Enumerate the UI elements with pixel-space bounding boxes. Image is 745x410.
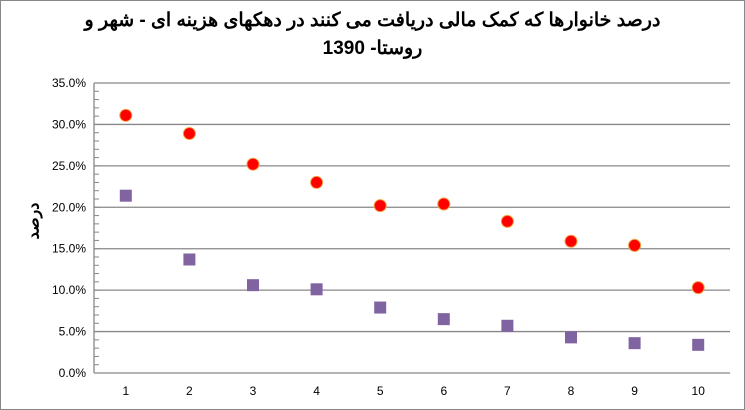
series-0-point	[246, 157, 260, 171]
y-tick-label: 35.0%	[52, 76, 86, 90]
series-0-point	[437, 197, 451, 211]
x-tick-label: 3	[250, 384, 257, 398]
x-tick-label: 8	[568, 384, 575, 398]
series-1-point	[374, 301, 387, 314]
y-tick-label: 30.0%	[52, 117, 86, 131]
x-tick-label: 6	[440, 384, 447, 398]
x-tick-label: 7	[504, 384, 511, 398]
series-1-point	[119, 189, 132, 202]
series-0-point	[691, 281, 705, 295]
x-tick-label: 10	[692, 384, 706, 398]
series-1-point	[501, 319, 514, 332]
y-tick-label: 20.0%	[52, 200, 86, 214]
series-0-point	[119, 108, 133, 122]
y-tick-label: 10.0%	[52, 283, 86, 297]
series-0-point	[310, 175, 324, 189]
series-1-point	[310, 283, 323, 296]
series-0-point	[500, 214, 514, 228]
series-0-point	[373, 199, 387, 213]
x-tick-label: 4	[313, 384, 320, 398]
chart-title: درصد خانوارها که کمک مالی دریافت می کنند…	[1, 7, 744, 63]
series-1-point	[437, 313, 450, 326]
series-0-point	[564, 234, 578, 248]
series-1-point	[183, 253, 196, 266]
series-0-point	[628, 238, 642, 252]
chart-title-line1: درصد خانوارها که کمک مالی دریافت می کنند…	[84, 10, 661, 31]
x-tick-label: 9	[631, 384, 638, 398]
series-1-point	[247, 279, 259, 292]
series-0-point	[182, 127, 196, 141]
y-tick-label: 25.0%	[52, 159, 86, 173]
y-tick-label: 15.0%	[52, 242, 86, 256]
y-tick-label: 5.0%	[59, 325, 87, 339]
x-tick-label: 5	[377, 384, 384, 398]
y-tick-label: 0.0%	[59, 366, 87, 380]
chart-title-line2: روستا- 1390	[322, 38, 423, 59]
x-tick-label: 2	[186, 384, 193, 398]
x-tick-label: 1	[122, 384, 129, 398]
series-1-point	[628, 337, 641, 350]
series-1-point	[692, 338, 705, 351]
series-1-point	[565, 331, 577, 344]
